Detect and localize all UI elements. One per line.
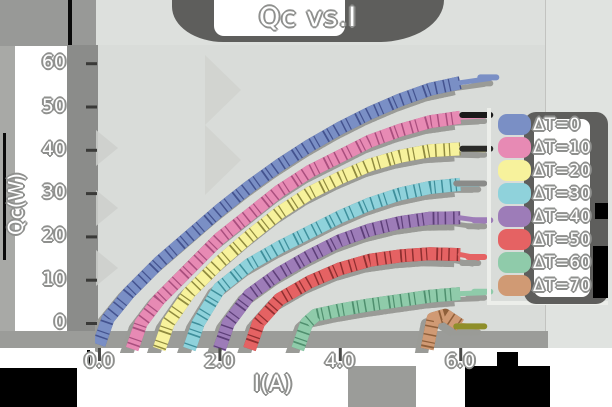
y-tick-mark	[86, 148, 97, 152]
legend-swatch	[498, 160, 531, 181]
series-band	[420, 308, 464, 351]
left-black-accent	[3, 133, 6, 260]
series-ΔT=70	[420, 308, 488, 351]
x-tick-label: 0.0	[83, 350, 115, 372]
series-band	[291, 287, 461, 352]
origin-black-accent	[87, 350, 90, 368]
y-tick-label: 60	[41, 51, 66, 74]
legend-swatch	[498, 206, 531, 227]
x-tick-mark	[338, 348, 342, 361]
plot-shadow-triangle	[205, 55, 241, 125]
legend-label: ΔT=0	[533, 115, 581, 135]
xlabel-shadow	[348, 366, 416, 407]
top-left-black-accent	[68, 0, 72, 47]
bottom-left-black-shadow	[0, 368, 77, 407]
legend-label: ΔT=70	[533, 276, 591, 296]
plot-shadow-triangle	[96, 190, 118, 226]
plot-shadow-triangle	[205, 125, 241, 195]
x-tick-label: 4.0	[324, 350, 355, 372]
series-ΔT=10	[125, 110, 494, 352]
x-tick-mark	[218, 348, 222, 361]
series-ΔT=50	[243, 247, 488, 352]
y-tick-label: 50	[41, 94, 66, 117]
x-tick-mark	[459, 348, 463, 361]
top-left-shadow	[0, 0, 96, 50]
y-tick-mark	[86, 235, 97, 239]
legend-swatch	[498, 114, 531, 135]
legend-label: ΔT=60	[533, 253, 591, 273]
legend-black-accent	[593, 246, 608, 298]
chart-title: Qc vs.I	[258, 2, 358, 33]
legend-label: ΔT=50	[533, 230, 591, 250]
legend-white-panel	[534, 119, 590, 297]
y-tick-mark	[86, 192, 97, 196]
series-ΔT=20	[153, 142, 494, 352]
series-ΔT=30	[183, 177, 488, 352]
plot-shadow-triangle	[96, 130, 118, 166]
series-band	[153, 142, 461, 352]
legend-label: ΔT=10	[533, 138, 591, 158]
series-band	[183, 177, 461, 352]
legend-label: ΔT=30	[533, 184, 591, 204]
title-white-panel	[214, 0, 345, 36]
x-tick-label: 2.0	[204, 350, 235, 372]
plot-shadow-triangle	[96, 250, 118, 286]
y-tick-label: 30	[41, 181, 66, 204]
ytick-shadow-strip	[67, 45, 98, 335]
ytick-white-panel	[15, 46, 67, 343]
x-axis-label: I(A)	[253, 372, 293, 397]
y-tick-mark	[86, 322, 97, 325]
legend-swatch	[498, 252, 531, 273]
legend-swatch	[498, 183, 531, 204]
series-band	[213, 211, 461, 352]
y-tick-label: 10	[41, 267, 66, 290]
y-tick-mark	[86, 278, 97, 282]
legend-swatch	[498, 275, 531, 296]
x-tick-label: 6.0	[445, 350, 476, 372]
x-tick-mark	[98, 348, 101, 361]
y-tick-label: 0	[53, 311, 66, 333]
bottom-right-black-shadow	[465, 366, 550, 407]
bottom-black-accent	[497, 352, 518, 368]
y-tick-label: 20	[41, 224, 66, 247]
legend-black-accent	[595, 203, 608, 219]
series-ΔT=0	[95, 74, 500, 347]
left-margin	[0, 46, 15, 338]
series-band	[95, 76, 462, 347]
series-ΔT=40	[213, 211, 494, 352]
legend-swatch	[498, 229, 531, 250]
legend-swatch	[498, 137, 531, 158]
y-tick-mark	[86, 105, 97, 109]
legend-label: ΔT=40	[533, 207, 591, 227]
y-tick-label: 40	[41, 137, 66, 160]
legend-frame-left	[487, 108, 491, 304]
legend-label: ΔT=20	[533, 161, 591, 181]
series-band	[125, 110, 462, 352]
series-band	[243, 247, 461, 352]
y-tick-mark	[86, 62, 97, 66]
